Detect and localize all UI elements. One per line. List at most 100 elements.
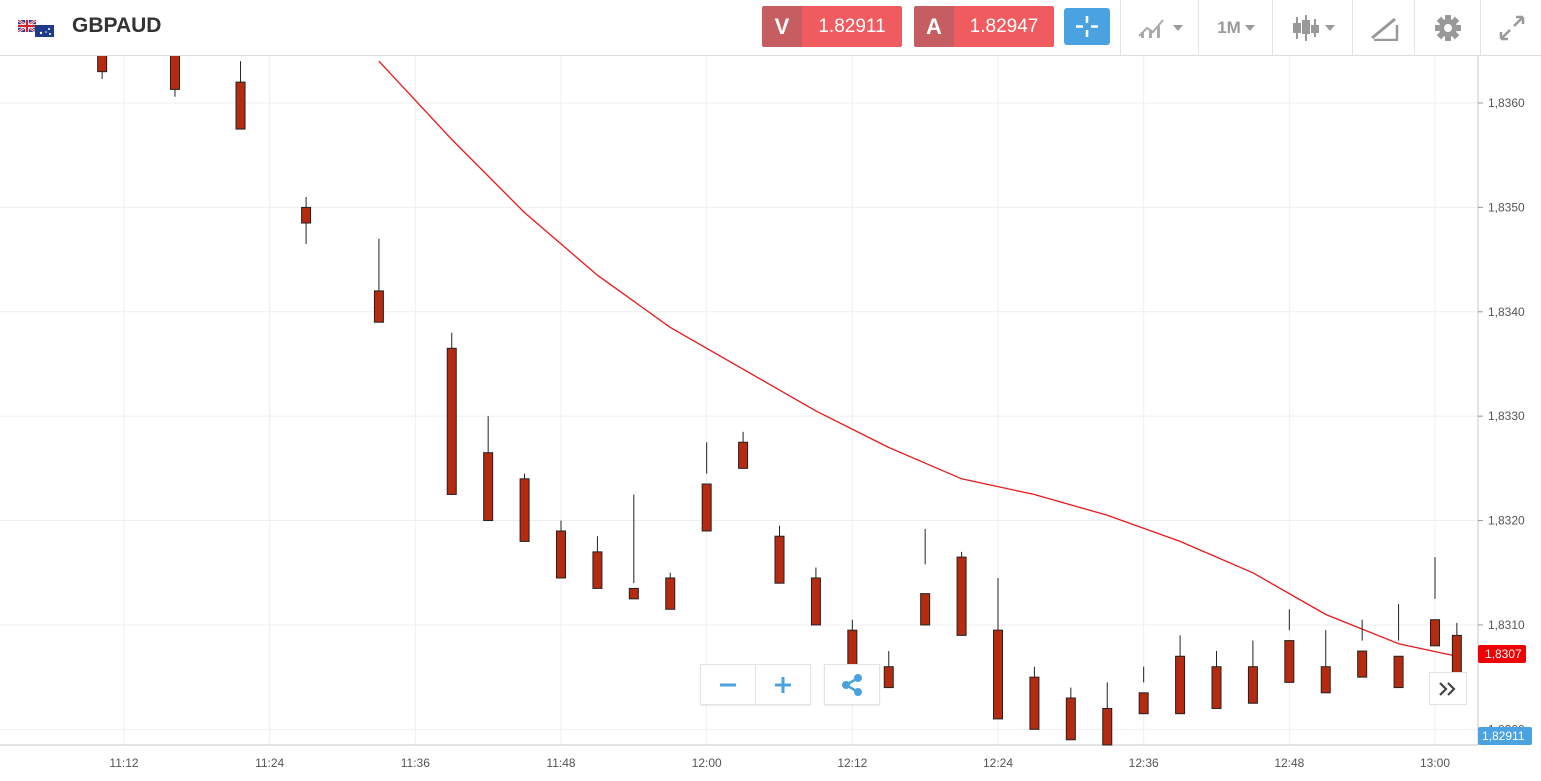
- timeframe-dropdown[interactable]: 1M: [1198, 0, 1273, 55]
- candle-body: [883, 666, 894, 689]
- candle-body: [1247, 666, 1258, 704]
- minus-icon: [720, 683, 736, 686]
- y-tick-label: 1,8330: [1488, 409, 1525, 423]
- candle-body: [1029, 676, 1040, 730]
- candle-body: [1451, 634, 1462, 678]
- candle-body: [920, 593, 931, 626]
- candle-bearish: [920, 528, 931, 626]
- chart-type-dropdown[interactable]: [1120, 0, 1199, 55]
- candle-body: [1175, 655, 1186, 715]
- candle-bearish: [701, 442, 712, 532]
- candle-bearish: [1138, 666, 1149, 715]
- candle-body: [956, 556, 967, 636]
- bid-price-label: 1,82911: [1482, 729, 1525, 743]
- x-tick-label: 11:24: [255, 756, 284, 770]
- candles: [97, 56, 1462, 746]
- candle-body: [373, 290, 384, 323]
- candle-bearish: [556, 520, 566, 579]
- line-chart-icon: [1138, 18, 1164, 38]
- candle-body: [810, 577, 821, 626]
- price-chart[interactable]: 11:12 11:24 11:36 11:48 12:00 12:12 12:24 12:36…: [0, 56, 1541, 781]
- moving-average-line: [378, 60, 1457, 657]
- candle-bearish: [1451, 622, 1462, 678]
- candle-bearish: [1211, 651, 1222, 709]
- candle-bearish: [1029, 666, 1040, 730]
- candle-body: [1357, 650, 1368, 678]
- candle-body: [1211, 666, 1222, 709]
- x-tick-label: 11:36: [401, 756, 430, 770]
- buy-price: 1.82947: [954, 6, 1054, 47]
- candle-bearish: [592, 536, 603, 589]
- y-tick-label: 1,8340: [1488, 305, 1525, 319]
- toolbar: GBPAUD V 1.82911 A 1.82947 1M: [0, 0, 1541, 56]
- drawing-tools-button[interactable]: [1352, 0, 1415, 55]
- candle-body: [483, 452, 494, 522]
- y-tick-label: 1,8350: [1488, 200, 1525, 214]
- chevron-down-icon: [1325, 24, 1335, 31]
- candle-bearish: [1175, 635, 1186, 715]
- candle-bearish: [1430, 557, 1440, 647]
- candle-bearish: [774, 525, 785, 584]
- candle-body: [446, 347, 457, 495]
- candle-style-dropdown[interactable]: [1272, 0, 1353, 55]
- x-axis: 11:12 11:24 11:36 11:48 12:00 12:12 12:24 12:36…: [109, 756, 1450, 770]
- plus-icon: [775, 676, 791, 693]
- double-chevron-right-icon: [1439, 681, 1456, 696]
- candle-body: [847, 629, 858, 668]
- candle-bearish: [810, 567, 821, 626]
- candle-body: [556, 530, 566, 579]
- crosshair-icon: [1076, 16, 1098, 37]
- crosshair-button[interactable]: [1064, 8, 1110, 45]
- candle-body: [665, 577, 676, 610]
- candle-body: [592, 551, 603, 589]
- candle-bearish: [738, 431, 749, 469]
- current-price-label: 1,8307: [1485, 647, 1522, 661]
- sell-price: 1.82911: [802, 6, 902, 47]
- candle-body: [1320, 666, 1331, 694]
- share-icon: [842, 673, 862, 696]
- candle-bearish: [519, 473, 530, 542]
- buy-button[interactable]: A 1.82947: [914, 6, 1054, 47]
- candle-body: [169, 56, 180, 90]
- sell-button[interactable]: V 1.82911: [762, 6, 902, 47]
- candle-body: [628, 587, 639, 600]
- candle-body: [97, 56, 108, 73]
- fullscreen-button[interactable]: [1480, 0, 1541, 55]
- candle-bearish: [97, 56, 108, 79]
- x-tick-label: 12:12: [837, 756, 867, 770]
- current-price-tag: 1,8307: [1478, 645, 1526, 663]
- candle-bearish: [1320, 630, 1331, 694]
- zoom-in-button[interactable]: [756, 665, 810, 704]
- zoom-out-button[interactable]: [701, 665, 756, 704]
- chevron-down-icon: [1244, 24, 1255, 31]
- y-axis: 1,83001,83101,83201,83301,83401,83501,83…: [1478, 96, 1525, 736]
- candle-bearish: [883, 651, 894, 689]
- y-tick-label: 1,8320: [1488, 514, 1525, 528]
- settings-button[interactable]: [1414, 0, 1481, 55]
- share-button[interactable]: [825, 665, 879, 704]
- candle-body: [1284, 640, 1295, 683]
- candle-bearish: [1247, 640, 1258, 704]
- instrument-symbol: GBPAUD: [72, 14, 162, 37]
- x-tick-label: 11:48: [546, 756, 575, 770]
- x-tick-label: 12:24: [983, 756, 1013, 770]
- candle-bearish: [1393, 604, 1404, 689]
- candle-bearish: [446, 332, 457, 495]
- y-tick-label: 1,8360: [1488, 96, 1525, 110]
- candle-body: [519, 478, 530, 542]
- candle-body: [235, 81, 246, 130]
- candle-body: [701, 483, 712, 532]
- candle-bearish: [373, 238, 384, 323]
- candle-bearish: [1102, 682, 1113, 746]
- candle-body: [738, 441, 749, 469]
- candle-body: [301, 206, 312, 224]
- candle-body: [1393, 655, 1404, 689]
- candle-bearish: [1357, 619, 1368, 678]
- expand-icon: [1499, 15, 1524, 40]
- x-tick-label: 12:00: [692, 756, 722, 770]
- candle-bearish: [1284, 609, 1295, 683]
- candle-bearish: [235, 61, 246, 130]
- candle-body: [774, 535, 785, 584]
- x-tick-label: 12:48: [1274, 756, 1304, 770]
- scroll-to-latest-button[interactable]: [1429, 672, 1467, 705]
